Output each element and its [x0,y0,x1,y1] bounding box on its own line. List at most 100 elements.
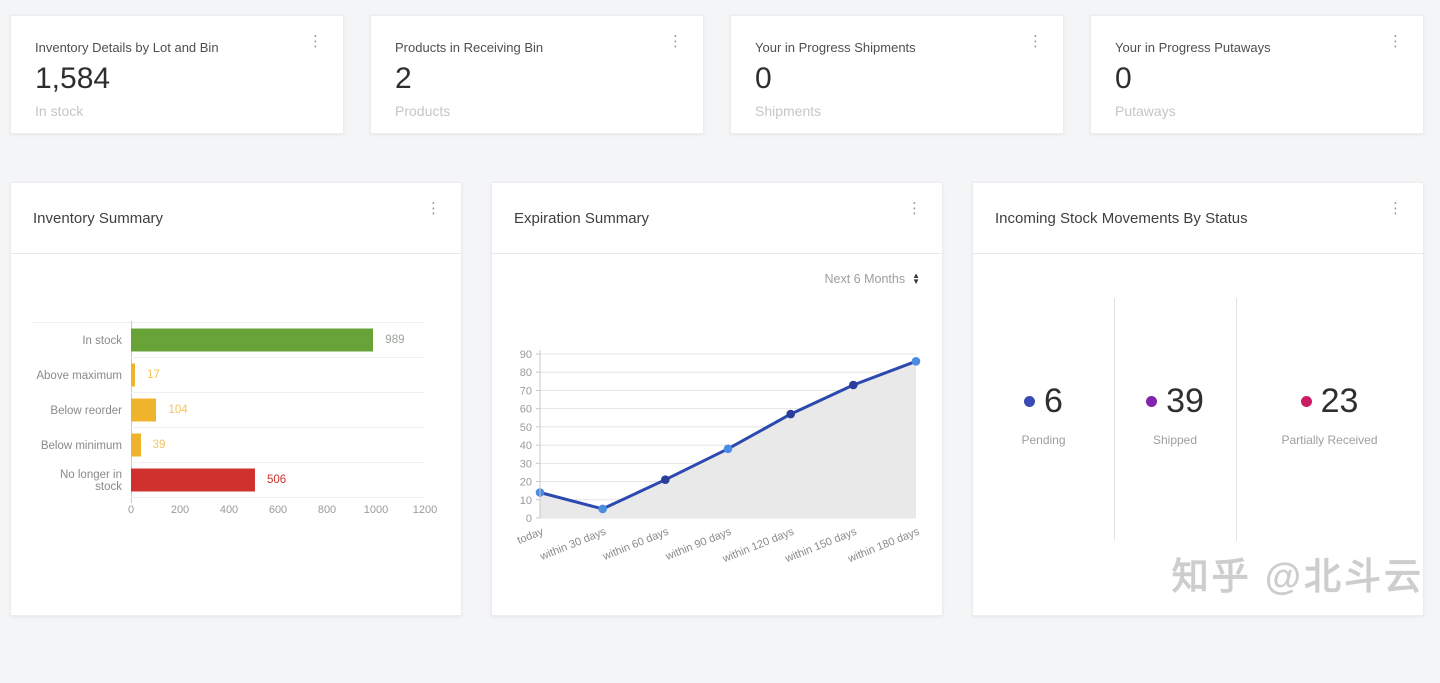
x-axis-tick-label: 800 [317,504,337,516]
svg-text:within 30 days: within 30 days [538,525,609,563]
panel-header: Incoming Stock Movements By Status ⋮ [973,183,1423,254]
kebab-menu-icon[interactable]: ⋮ [1388,33,1403,50]
panel-title: Inventory Summary [33,209,164,227]
kebab-menu-icon[interactable]: ⋮ [907,200,922,217]
bar-chart-x-axis: 0 200 400 600 800 1000 1200 [127,504,437,526]
bar-value-label: 506 [266,474,287,486]
status-grid: 6 Pending 39 Shipped 23 Parti [973,254,1423,615]
panel-expiration-summary: Expiration Summary ⋮ Next 6 Months ▲ ▼ 0 1… [491,182,943,616]
stat-card-title: Your in Progress Shipments [755,40,916,55]
stat-card-value: 0 [1115,62,1132,95]
bar-1 [131,363,136,387]
x-axis-tick-label: 600 [268,504,288,516]
kebab-menu-icon[interactable]: ⋮ [1028,33,1043,50]
panel-incoming-status: Incoming Stock Movements By Status ⋮ 6 P… [972,182,1424,616]
bar-category-label: Above maximum [36,369,122,382]
panel-body: In stock 989 Above maximum 17 Below reorder 1… [11,321,461,683]
svg-text:90: 90 [520,349,532,361]
kebab-menu-icon[interactable]: ⋮ [426,200,441,217]
stat-card-subtitle: In stock [35,103,84,119]
stat-card-title: Inventory Details by Lot and Bin [35,40,219,55]
bar-3 [131,433,141,457]
stat-card-subtitle: Products [395,103,451,119]
svg-text:80: 80 [520,367,532,379]
svg-text:50: 50 [520,422,532,434]
svg-text:10: 10 [520,495,532,507]
svg-text:within 180 days: within 180 days [845,525,921,565]
dashboard-page: { "page": { "background": "#f4f5f6", "wa… [0,0,1440,616]
bar-category-label: In stock [82,334,122,347]
status-label: Shipped [1152,433,1198,447]
status-column-divider [1236,298,1237,541]
panel-title: Expiration Summary [514,209,650,227]
panel-body: 6 Pending 39 Shipped 23 Parti [973,254,1423,615]
stat-card-inventory-details: ⋮ Inventory Details by Lot and Bin 1,584… [10,15,344,134]
bar-row-3: Below minimum 39 [31,428,425,463]
stat-card-subtitle: Shipments [755,103,822,119]
kebab-menu-icon[interactable]: ⋮ [1388,200,1403,217]
bar-4 [131,468,255,492]
bar-row-1: Above maximum 17 [31,358,425,393]
status-label: Pending [1021,433,1066,447]
svg-text:0: 0 [526,513,532,525]
status-value: 23 [1320,382,1359,420]
stat-card-value: 1,584 [35,62,111,95]
bar-chart-plot: In stock 989 Above maximum 17 Below reorder 1… [31,321,425,503]
stat-card-subtitle: Putaways [1115,103,1176,119]
bar-value-label: 104 [168,404,188,416]
panel-header: Expiration Summary ⋮ [492,183,942,254]
partially-received-status-dot-icon [1300,396,1312,407]
x-axis-tick-label: 400 [219,504,239,516]
status-column-divider [1114,298,1115,541]
bar-category-label: Below reorder [50,404,122,417]
x-axis-tick-label: 200 [170,504,190,516]
svg-text:today: today [516,525,546,546]
time-range-label: Next 6 Months [824,272,906,286]
x-axis-tick-label: 1200 [412,504,438,516]
stat-card-receiving-bin: ⋮ Products in Receiving Bin 2 Products [370,15,704,134]
panel-inventory-summary: Inventory Summary ⋮ In stock 989 Above max… [10,182,462,616]
stat-card-title: Products in Receiving Bin [395,40,544,55]
stat-card-shipments: ⋮ Your in Progress Shipments 0 Shipments [730,15,1064,134]
status-value: 6 [1044,382,1063,420]
bar-2 [131,398,157,422]
panel-title: Incoming Stock Movements By Status [995,209,1248,227]
dropdown-sort-arrows-icon: ▲ ▼ [912,271,920,286]
pending-status-dot-icon [1024,396,1036,407]
panel-header: Inventory Summary ⋮ [11,183,461,254]
svg-text:60: 60 [520,404,532,416]
kebab-menu-icon[interactable]: ⋮ [308,33,323,50]
bar-value-label: 39 [152,439,166,451]
stat-card-putaways: ⋮ Your in Progress Putaways 0 Putaways [1090,15,1424,134]
status-col-shipped: 39 Shipped [1114,254,1236,615]
panel-row: Inventory Summary ⋮ In stock 989 Above max… [0,134,1440,616]
svg-text:20: 20 [520,477,532,489]
bar-chart-rows: In stock 989 Above maximum 17 Below reorder 1… [31,322,425,498]
svg-text:30: 30 [520,458,532,470]
bar-value-label: 17 [147,369,160,381]
x-axis-tick-label: 0 [127,504,135,516]
bar-category-label: No longer in stock [59,468,122,493]
bar-row-4: No longer in stock 506 [31,463,425,498]
svg-text:40: 40 [520,440,532,452]
kebab-menu-icon[interactable]: ⋮ [668,33,683,50]
svg-text:70: 70 [520,385,532,397]
stat-card-value: 2 [395,62,412,95]
x-axis-tick-label: 1000 [363,504,389,516]
status-col-partially-received: 23 Partially Received [1236,254,1423,615]
bar-category-label: Below minimum [40,439,122,452]
status-value: 39 [1166,382,1204,420]
shipped-status-dot-icon [1146,396,1158,407]
stat-card-row: ⋮ Inventory Details by Lot and Bin 1,584… [0,0,1440,134]
status-col-pending: 6 Pending [973,254,1114,615]
bar-0 [131,328,374,352]
inventory-summary-bar-chart: In stock 989 Above maximum 17 Below reorder 1… [31,321,437,526]
bar-row-2: Below reorder 104 [31,393,425,428]
panel-body: Next 6 Months ▲ ▼ 0 10 20 30 40 50 60 70 80 90 toda… [492,254,942,615]
bar-row-0: In stock 989 [31,323,425,358]
time-range-dropdown[interactable]: Next 6 Months ▲ ▼ [824,271,920,287]
bar-value-label: 989 [385,334,405,346]
svg-text:within 60 days: within 60 days [600,525,671,563]
stat-card-title: Your in Progress Putaways [1115,40,1271,55]
